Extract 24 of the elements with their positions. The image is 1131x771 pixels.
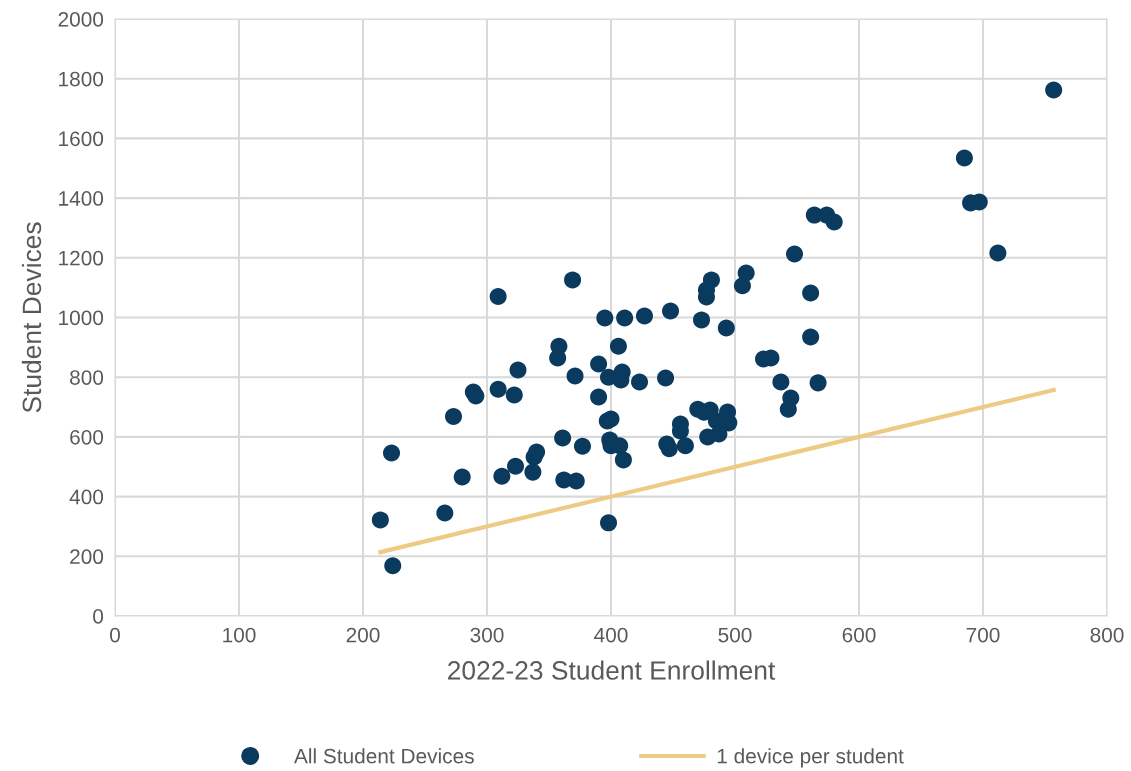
y-tick-label: 800 xyxy=(70,370,104,385)
x-axis-title: 2022-23 Student Enrollment xyxy=(448,660,776,680)
x-tick-label: 700 xyxy=(966,627,1000,643)
x-tick-label: 200 xyxy=(346,627,380,643)
y-axis-title: Student Devices xyxy=(21,222,42,413)
x-tick-label: 0 xyxy=(110,627,120,643)
y-tick-label: 400 xyxy=(69,489,104,505)
x-tick-label: 800 xyxy=(1090,627,1124,643)
x-tick-label: 500 xyxy=(718,627,752,643)
y-tick-label: 600 xyxy=(70,429,104,445)
y-tick-label: 1400 xyxy=(59,191,104,206)
y-tick-label: 1800 xyxy=(59,71,104,87)
x-tick-label: 100 xyxy=(223,627,256,643)
x-tick-label: 300 xyxy=(470,627,504,643)
y-tick-label: 1600 xyxy=(59,131,104,147)
y-tick-label: 1000 xyxy=(59,310,104,326)
y-tick-label: 1200 xyxy=(59,250,104,266)
y-tick-label: 0 xyxy=(93,609,104,624)
y-tick-label: 2000 xyxy=(58,12,104,27)
x-tick-label: 400 xyxy=(594,627,628,643)
legend-label: 1 device per student xyxy=(717,748,904,768)
y-tick-label: 200 xyxy=(70,549,104,565)
legend-label: All Student Devices xyxy=(293,748,474,764)
x-tick-label: 600 xyxy=(842,627,876,643)
